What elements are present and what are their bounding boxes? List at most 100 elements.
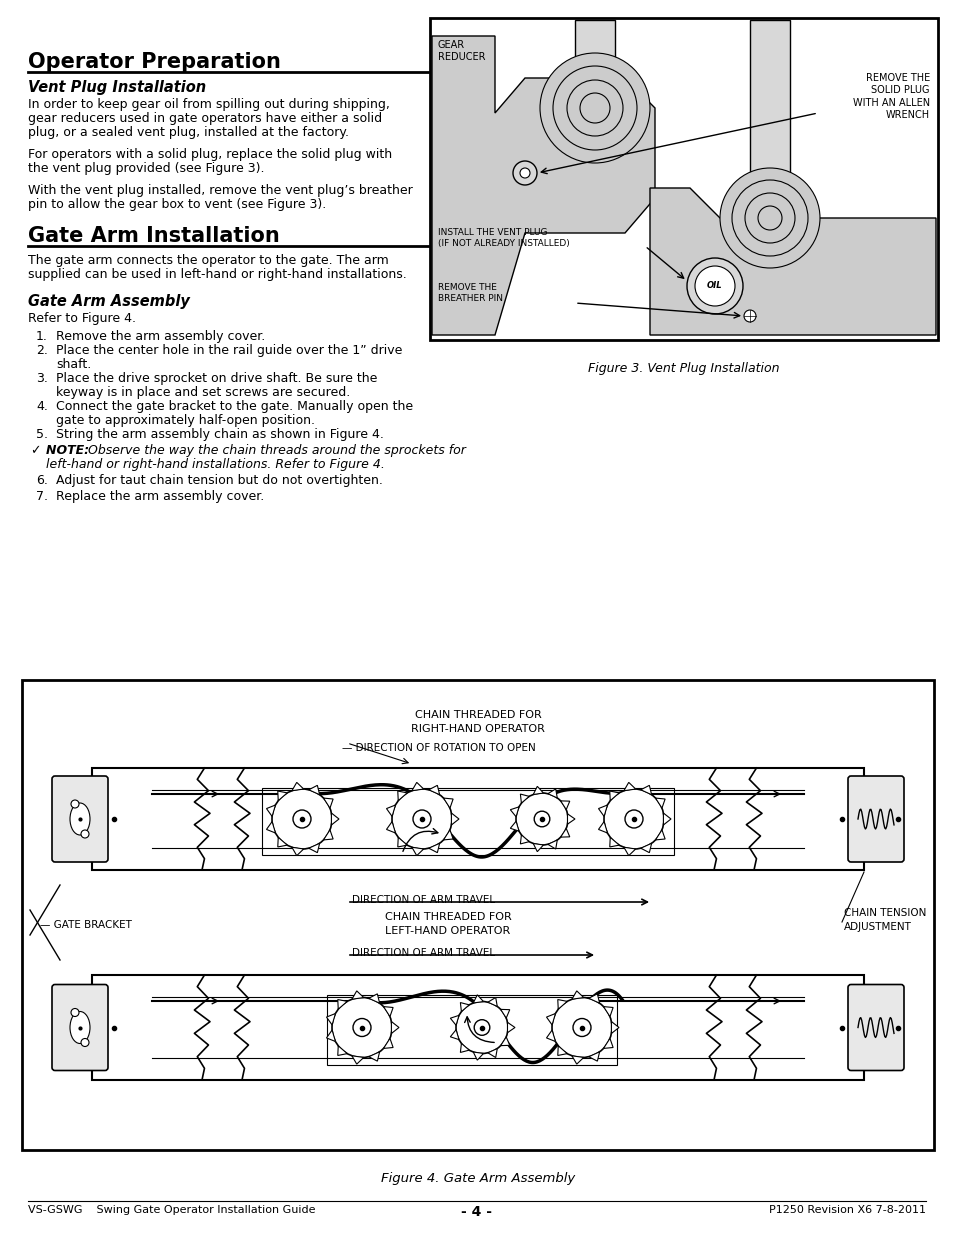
Polygon shape <box>640 844 651 852</box>
Polygon shape <box>292 783 303 790</box>
Text: INSTALL THE VENT PLUG
(IF NOT ALREADY INSTALLED): INSTALL THE VENT PLUG (IF NOT ALREADY IN… <box>437 228 569 248</box>
Polygon shape <box>655 798 664 808</box>
FancyBboxPatch shape <box>847 776 903 862</box>
Polygon shape <box>588 994 599 1003</box>
Polygon shape <box>443 830 453 840</box>
Polygon shape <box>519 835 529 844</box>
Polygon shape <box>571 1056 583 1065</box>
Polygon shape <box>309 844 319 852</box>
Text: 5.: 5. <box>36 429 48 441</box>
Circle shape <box>720 168 820 268</box>
Polygon shape <box>519 794 529 803</box>
Text: ✓: ✓ <box>30 445 40 457</box>
Polygon shape <box>546 1014 555 1025</box>
Circle shape <box>332 998 392 1057</box>
Polygon shape <box>331 813 338 825</box>
Polygon shape <box>266 821 275 832</box>
Polygon shape <box>352 1056 363 1065</box>
Text: Refer to Figure 4.: Refer to Figure 4. <box>28 312 136 325</box>
Polygon shape <box>412 847 423 856</box>
Polygon shape <box>326 1030 335 1041</box>
Text: 7.: 7. <box>36 490 48 503</box>
Circle shape <box>573 1019 590 1036</box>
Text: The gate arm connects the operator to the gate. The arm: The gate arm connects the operator to th… <box>28 254 388 267</box>
Text: Connect the gate bracket to the gate. Manually open the: Connect the gate bracket to the gate. Ma… <box>56 400 413 412</box>
Text: Place the drive sprocket on drive shaft. Be sure the: Place the drive sprocket on drive shaft.… <box>56 372 377 385</box>
Bar <box>22 680 933 1150</box>
Polygon shape <box>560 800 569 810</box>
Polygon shape <box>352 990 363 999</box>
Polygon shape <box>383 1007 393 1016</box>
Text: Figure 3. Vent Plug Installation: Figure 3. Vent Plug Installation <box>588 362 779 375</box>
Polygon shape <box>277 837 287 847</box>
Circle shape <box>603 789 663 848</box>
Polygon shape <box>547 789 557 798</box>
Bar <box>575 20 615 88</box>
Text: REMOVE THE
SOLID PLUG
WITH AN ALLEN
WRENCH: REMOVE THE SOLID PLUG WITH AN ALLEN WREN… <box>852 73 929 120</box>
Polygon shape <box>460 1003 469 1011</box>
Circle shape <box>516 793 567 845</box>
Circle shape <box>513 161 537 185</box>
Polygon shape <box>412 783 423 790</box>
Text: Observe the way the chain threads around the sprockets for: Observe the way the chain threads around… <box>88 445 465 457</box>
Polygon shape <box>609 837 618 847</box>
Polygon shape <box>369 994 379 1003</box>
Text: plug, or a sealed vent plug, installed at the factory.: plug, or a sealed vent plug, installed a… <box>28 126 349 140</box>
Circle shape <box>81 830 89 839</box>
Text: 3.: 3. <box>36 372 48 385</box>
Text: pin to allow the gear box to vent (see Figure 3).: pin to allow the gear box to vent (see F… <box>28 198 326 211</box>
Circle shape <box>474 1020 489 1035</box>
Circle shape <box>71 1009 79 1016</box>
Polygon shape <box>623 847 635 856</box>
Polygon shape <box>510 821 518 831</box>
Polygon shape <box>323 830 333 840</box>
Bar <box>91 974 863 1079</box>
Circle shape <box>71 800 79 808</box>
Circle shape <box>272 789 332 848</box>
Polygon shape <box>337 1046 347 1056</box>
FancyBboxPatch shape <box>847 984 903 1071</box>
Text: Vent Plug Installation: Vent Plug Installation <box>28 80 206 95</box>
Polygon shape <box>460 1044 469 1052</box>
Polygon shape <box>603 1039 613 1049</box>
Circle shape <box>534 811 549 826</box>
Text: keyway is in place and set screws are secured.: keyway is in place and set screws are se… <box>56 387 350 399</box>
Text: GEAR
REDUCER: GEAR REDUCER <box>437 40 485 63</box>
Polygon shape <box>323 798 333 808</box>
Polygon shape <box>428 785 439 795</box>
Polygon shape <box>546 1030 555 1041</box>
Ellipse shape <box>70 1011 90 1044</box>
Polygon shape <box>500 1037 509 1046</box>
Polygon shape <box>473 995 483 1003</box>
Polygon shape <box>309 785 319 795</box>
Text: DIRECTION OF ARM TRAVEL: DIRECTION OF ARM TRAVEL <box>352 895 495 905</box>
Text: P1250 Revision X6 7-8-2011: P1250 Revision X6 7-8-2011 <box>768 1205 925 1215</box>
Polygon shape <box>500 1009 509 1018</box>
Circle shape <box>392 789 452 848</box>
Polygon shape <box>560 829 569 837</box>
Text: String the arm assembly chain as shown in Figure 4.: String the arm assembly chain as shown i… <box>56 429 383 441</box>
Text: Remove the arm assembly cover.: Remove the arm assembly cover. <box>56 330 265 343</box>
Circle shape <box>519 168 530 178</box>
Text: shaft.: shaft. <box>56 358 91 370</box>
Text: CHAIN TENSION: CHAIN TENSION <box>843 908 925 918</box>
Polygon shape <box>640 785 651 795</box>
Text: NOTE:: NOTE: <box>46 445 93 457</box>
Bar <box>327 995 617 1065</box>
Polygon shape <box>369 1052 379 1061</box>
Circle shape <box>81 1039 89 1046</box>
Polygon shape <box>337 999 347 1009</box>
Text: 1.: 1. <box>36 330 48 343</box>
Polygon shape <box>487 998 497 1007</box>
Polygon shape <box>598 821 607 832</box>
Polygon shape <box>507 1023 515 1032</box>
Polygon shape <box>533 787 543 794</box>
Polygon shape <box>655 830 664 840</box>
Text: supplied can be used in left-hand or right-hand installations.: supplied can be used in left-hand or rig… <box>28 268 406 282</box>
Circle shape <box>743 310 755 322</box>
Polygon shape <box>450 1030 458 1040</box>
Circle shape <box>456 1002 507 1053</box>
Polygon shape <box>473 1052 483 1060</box>
Polygon shape <box>662 813 670 825</box>
Ellipse shape <box>70 803 90 835</box>
